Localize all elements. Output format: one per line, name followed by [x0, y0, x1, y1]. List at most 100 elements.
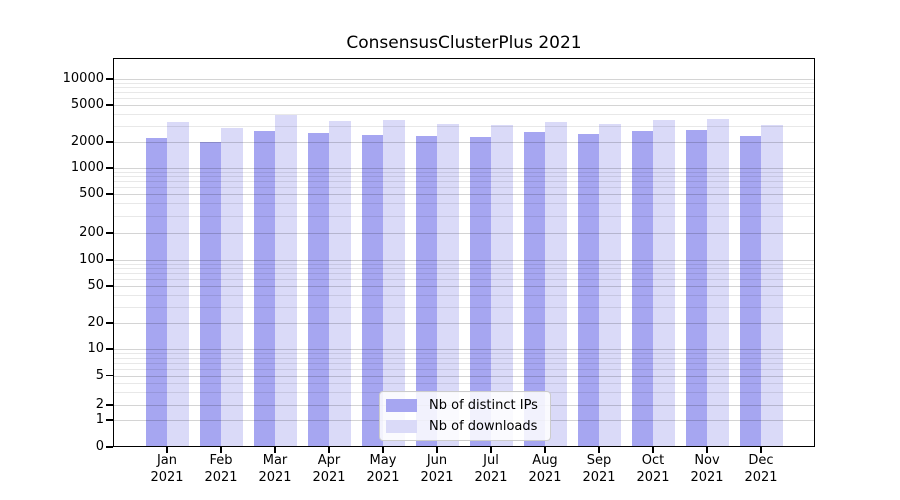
gridline-70	[113, 273, 815, 275]
gridline-300	[113, 215, 815, 217]
bar-downloads-jun	[437, 123, 459, 447]
bar-distinct-ips-may	[361, 135, 383, 447]
y-tick-0	[106, 446, 113, 448]
chart-title: ConsensusClusterPlus 2021	[346, 33, 582, 53]
x-tick-label-oct: Oct 2021	[636, 453, 670, 485]
gridline-1000	[113, 168, 815, 169]
x-tick-feb	[220, 447, 222, 453]
x-tick-label-apr: Apr 2021	[312, 453, 346, 485]
x-tick-label-nov: Nov 2021	[690, 453, 724, 485]
y-tick-label-20: 20	[87, 315, 104, 330]
bar-distinct-ips-jul	[469, 136, 491, 447]
bar-downloads-may	[383, 120, 405, 447]
gridline-400	[113, 203, 815, 205]
bar-downloads-dec	[761, 125, 783, 447]
gridline-2000	[113, 142, 815, 143]
y-tick-label-1: 1	[95, 412, 104, 427]
gridline-40	[113, 295, 815, 296]
gridline-50	[113, 286, 815, 287]
gridline-90	[113, 263, 815, 265]
x-tick-mar	[274, 447, 276, 453]
y-tick-label-5000: 5000	[70, 97, 104, 112]
x-tick-label-feb: Feb 2021	[204, 453, 238, 485]
x-tick-label-aug: Aug 2021	[528, 453, 562, 485]
y-tick-label-5: 5	[95, 367, 104, 383]
y-tick-200	[106, 232, 113, 234]
legend: Nb of distinct IPs Nb of downloads	[379, 391, 551, 441]
gridline-10000	[113, 79, 815, 80]
gridline-7000	[113, 92, 815, 94]
bar-downloads-aug	[545, 122, 567, 447]
y-tick-label-500: 500	[79, 186, 104, 201]
y-tick-1000	[106, 167, 113, 169]
x-tick-nov	[706, 447, 708, 453]
y-tick-500	[106, 193, 113, 195]
y-tick-label-100: 100	[79, 252, 104, 267]
gridline-200	[113, 233, 815, 234]
y-tick-label-2: 2	[95, 397, 104, 412]
bar-distinct-ips-jan	[145, 138, 167, 447]
y-tick-50	[106, 285, 113, 287]
y-tick-label-2000: 2000	[70, 134, 104, 149]
gridline-80	[113, 268, 815, 270]
x-tick-may	[382, 447, 384, 453]
x-tick-sep	[598, 447, 600, 453]
legend-label-distinct-ips: Nb of distinct IPs	[429, 398, 538, 413]
gridline-60	[113, 279, 815, 281]
y-tick-5000	[106, 104, 113, 106]
gridline-4000	[113, 114, 815, 115]
x-tick-label-may: May 2021	[366, 453, 400, 485]
y-tick-label-0: 0	[95, 439, 104, 454]
legend-item-downloads: Nb of downloads	[386, 419, 538, 434]
bar-downloads-jul	[491, 124, 513, 447]
bar-distinct-ips-jun	[415, 135, 437, 447]
x-tick-label-dec: Dec 2021	[744, 453, 778, 485]
y-tick-2000	[106, 141, 113, 143]
y-tick-100	[106, 259, 113, 261]
bar-downloads-feb	[221, 127, 243, 447]
x-tick-label-sep: Sep 2021	[582, 453, 616, 485]
y-tick-5	[106, 374, 113, 377]
gridline-7	[113, 362, 815, 364]
gridline-30	[113, 306, 815, 308]
gridline-4	[113, 382, 815, 384]
gridline-3000	[113, 125, 815, 127]
y-tick-10	[106, 348, 113, 350]
bar-distinct-ips-apr	[307, 132, 329, 447]
gridline-6	[113, 368, 815, 370]
gridline-8	[113, 357, 815, 359]
bar-distinct-ips-mar	[253, 130, 275, 447]
x-tick-label-jun: Jun 2021	[420, 453, 454, 485]
legend-item-distinct-ips: Nb of distinct IPs	[386, 398, 538, 413]
legend-swatch-downloads	[386, 420, 417, 433]
bar-downloads-nov	[707, 118, 729, 447]
legend-label-downloads: Nb of downloads	[429, 419, 538, 434]
bar-downloads-jan	[167, 121, 189, 447]
gridline-20	[113, 323, 815, 324]
y-tick-2	[106, 404, 113, 406]
bar-distinct-ips-dec	[739, 136, 761, 447]
gridline-700	[113, 181, 815, 183]
x-tick-jan	[166, 447, 168, 453]
y-tick-1	[106, 419, 113, 421]
legend-swatch-distinct-ips	[386, 399, 417, 412]
gridline-600	[113, 187, 815, 189]
gridline-9	[113, 353, 815, 355]
bar-downloads-mar	[275, 114, 297, 447]
gridline-500	[113, 194, 815, 195]
bar-distinct-ips-aug	[523, 132, 545, 447]
x-tick-jul	[490, 447, 492, 453]
gridline-100	[113, 260, 815, 261]
bar-distinct-ips-feb	[199, 141, 221, 447]
x-tick-oct	[652, 447, 654, 453]
gridline-9000	[113, 82, 815, 84]
gridline-6000	[113, 98, 815, 100]
bar-distinct-ips-oct	[631, 131, 653, 447]
x-tick-aug	[544, 447, 546, 453]
bar-downloads-sep	[599, 123, 621, 447]
x-tick-label-jul: Jul 2021	[474, 453, 508, 485]
bar-downloads-apr	[329, 120, 351, 447]
x-tick-apr	[328, 447, 330, 453]
gridline-5000	[113, 105, 815, 106]
